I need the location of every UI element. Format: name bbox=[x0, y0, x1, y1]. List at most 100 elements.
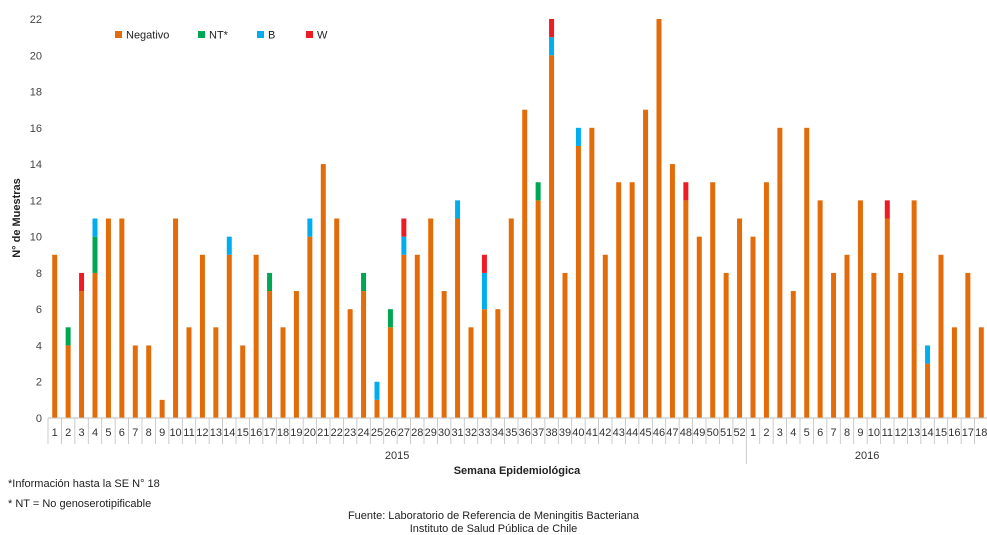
bar-segment-b bbox=[925, 345, 931, 364]
footnote-info: *Información hasta la SE N° 18 bbox=[8, 478, 160, 490]
bar-segment-negativo bbox=[951, 327, 957, 418]
bar-segment-negativo bbox=[804, 127, 810, 418]
bar-segment-negativo bbox=[428, 218, 434, 418]
x-tick-label: 33 bbox=[478, 427, 490, 439]
x-tick-label: 43 bbox=[613, 427, 625, 439]
x-tick-label: 23 bbox=[344, 427, 356, 439]
x-tick-label: 32 bbox=[465, 427, 477, 439]
x-tick-label: 1 bbox=[52, 427, 58, 439]
legend-swatch bbox=[198, 31, 205, 38]
x-tick-label: 30 bbox=[438, 427, 450, 439]
bar-segment-negativo bbox=[213, 327, 219, 418]
x-tick-label: 44 bbox=[626, 427, 638, 439]
x-tick-label: 52 bbox=[733, 427, 745, 439]
x-tick-label: 14 bbox=[223, 427, 235, 439]
x-tick-label: 10 bbox=[169, 427, 181, 439]
bar-segment-negativo bbox=[199, 254, 205, 418]
legend: Negativo NT* B W bbox=[115, 30, 328, 42]
bar-segment-negativo bbox=[790, 291, 796, 418]
legend-label: B bbox=[268, 30, 275, 42]
x-tick-label: 16 bbox=[948, 427, 960, 439]
bar-segment-negativo bbox=[253, 254, 259, 418]
y-tick-label: 16 bbox=[30, 123, 42, 135]
legend-label: NT* bbox=[209, 30, 229, 42]
bar-segment-negativo bbox=[696, 236, 702, 418]
x-tick-label: 21 bbox=[317, 427, 329, 439]
y-axis: 0 2 4 6 8 10 12 14 16 18 20 22 bbox=[30, 14, 42, 425]
bar-segment-nt bbox=[65, 327, 71, 346]
bar-segment-negativo bbox=[831, 272, 837, 418]
x-tick-label: 5 bbox=[804, 427, 810, 439]
x-tick-label: 4 bbox=[92, 427, 98, 439]
x-tick-label: 27 bbox=[398, 427, 410, 439]
bar-segment-b bbox=[307, 218, 313, 237]
x-tick-label: 45 bbox=[639, 427, 651, 439]
bar-segment-negativo bbox=[508, 218, 514, 418]
bar-segment-negativo bbox=[361, 291, 367, 418]
bar-segment-negativo bbox=[938, 254, 944, 418]
x-tick-label: 8 bbox=[844, 427, 850, 439]
bar-segment-negativo bbox=[240, 345, 246, 418]
legend-label: Negativo bbox=[126, 30, 169, 42]
bar-segment-negativo bbox=[495, 309, 501, 418]
bar-segment-negativo bbox=[401, 254, 407, 418]
x-tick-label: 6 bbox=[119, 427, 125, 439]
bar-segment-negativo bbox=[414, 254, 420, 418]
bar-segment-negativo bbox=[763, 182, 769, 418]
bar-segment-negativo bbox=[267, 291, 273, 418]
bar-segment-negativo bbox=[978, 327, 984, 418]
x-tick-label: 9 bbox=[857, 427, 863, 439]
legend-swatch bbox=[115, 31, 122, 38]
x-tick-label: 50 bbox=[707, 427, 719, 439]
x-tick-label: 15 bbox=[237, 427, 249, 439]
bar-segment-b bbox=[226, 236, 232, 255]
x-group-label: 2016 bbox=[855, 450, 879, 462]
bar-segment-b bbox=[374, 381, 380, 400]
bar-segment-negativo bbox=[468, 327, 474, 418]
x-tick-label: 12 bbox=[895, 427, 907, 439]
x-tick-label: 46 bbox=[653, 427, 665, 439]
x-tick-label: 48 bbox=[680, 427, 692, 439]
x-tick-label: 14 bbox=[921, 427, 933, 439]
x-tick-label: 17 bbox=[263, 427, 275, 439]
y-tick-label: 22 bbox=[30, 14, 42, 26]
x-tick-label: 29 bbox=[425, 427, 437, 439]
bar-segment-w bbox=[79, 272, 85, 292]
y-tick-label: 20 bbox=[30, 50, 42, 62]
bar-segment-b bbox=[92, 218, 98, 237]
x-tick-label: 39 bbox=[559, 427, 571, 439]
y-tick-label: 12 bbox=[30, 195, 42, 207]
x-tick-label: 18 bbox=[277, 427, 289, 439]
bar-segment-w bbox=[884, 200, 890, 219]
bar-segment-negativo bbox=[925, 363, 931, 418]
x-tick-label: 3 bbox=[79, 427, 85, 439]
x-tick-label: 20 bbox=[304, 427, 316, 439]
x-tick-label: 7 bbox=[132, 427, 138, 439]
bar-segment-negativo bbox=[535, 200, 541, 418]
bar-segment-negativo bbox=[750, 236, 756, 418]
x-group-label: 2015 bbox=[385, 450, 409, 462]
y-tick-label: 10 bbox=[30, 232, 42, 244]
x-tick-label: 51 bbox=[720, 427, 732, 439]
bar-segment-negativo bbox=[898, 272, 904, 418]
x-tick-label: 5 bbox=[105, 427, 111, 439]
x-tick-label: 13 bbox=[210, 427, 222, 439]
bar-segment-negativo bbox=[119, 218, 125, 418]
x-tick-label: 17 bbox=[962, 427, 974, 439]
x-tick-label: 15 bbox=[935, 427, 947, 439]
bar-segment-b bbox=[455, 200, 461, 219]
bar-segment-negativo bbox=[226, 254, 232, 418]
x-tick-label: 10 bbox=[868, 427, 880, 439]
y-tick-label: 4 bbox=[36, 340, 42, 352]
bar-segment-negativo bbox=[146, 345, 152, 418]
bar-segment-nt bbox=[387, 309, 393, 328]
x-tick-label: 42 bbox=[599, 427, 611, 439]
bar-segment-negativo bbox=[387, 327, 393, 418]
bar-segment-negativo bbox=[374, 399, 380, 418]
bar-segment-negativo bbox=[871, 272, 877, 418]
x-tick-label: 22 bbox=[331, 427, 343, 439]
bar-segment-negativo bbox=[293, 291, 299, 418]
x-axis: 1 2 3 4 5 6 7 8 9 10 11 12 13 14 15 16 17 18 19 20 21 22 23 24 2… bbox=[47, 417, 987, 464]
legend-swatch bbox=[257, 31, 264, 38]
footnote-nt: * NT = No genoserotipificable bbox=[8, 498, 152, 510]
